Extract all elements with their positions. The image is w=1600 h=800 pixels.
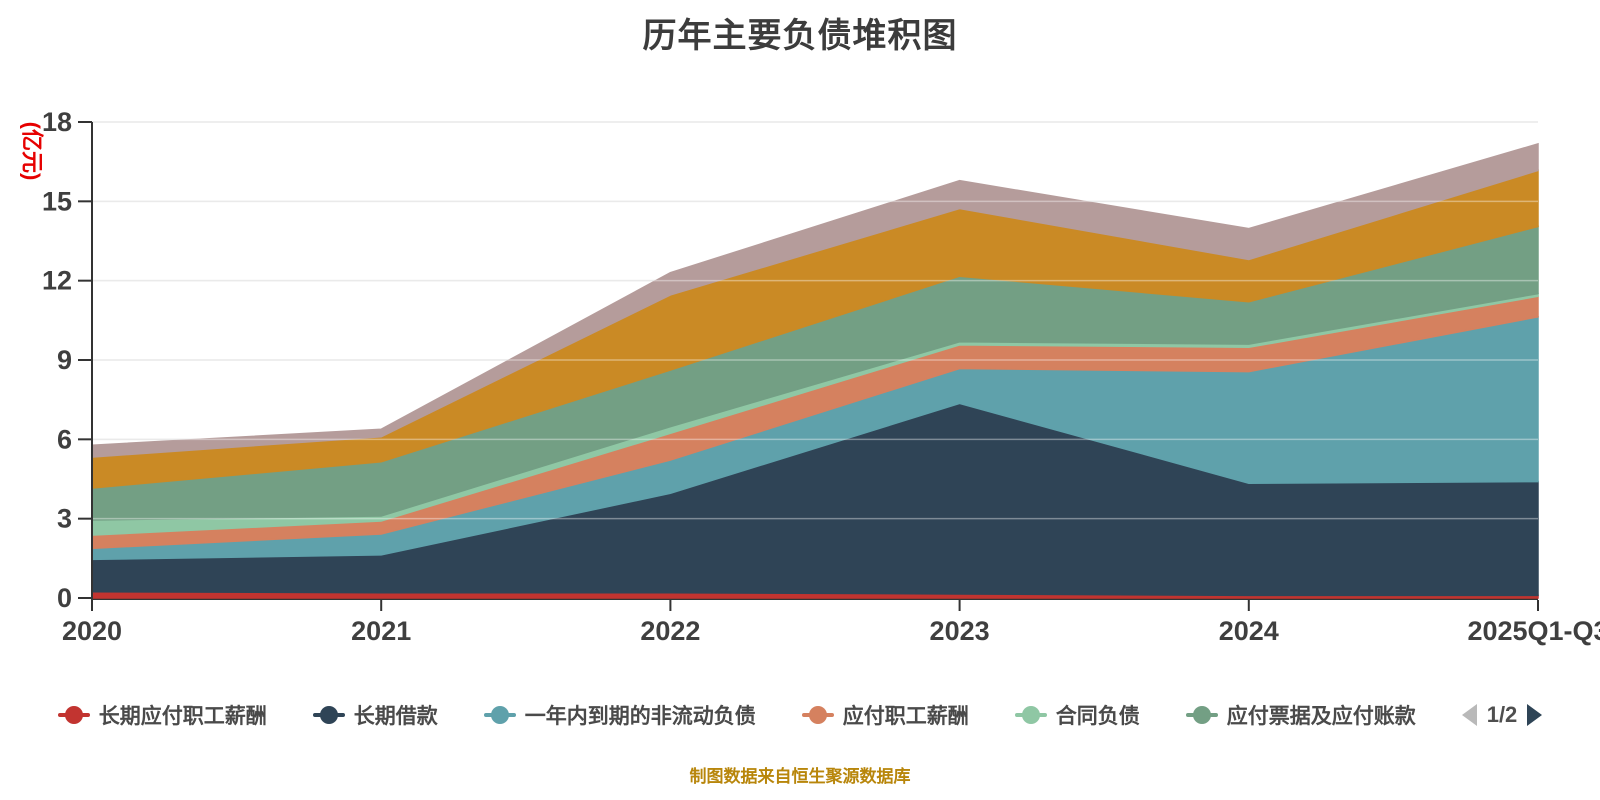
x-axis-tick-label: 2020 [62, 616, 122, 646]
legend-item-label: 一年内到期的非流动负债 [524, 705, 756, 728]
area-series-7[interactable] [91, 142, 1539, 458]
legend-prev-arrow-icon[interactable] [1461, 704, 1477, 726]
x-axis-tick-label: 2023 [930, 616, 990, 646]
legend-marker-icon [1014, 705, 1047, 725]
y-axis-tick-label: 0 [57, 583, 72, 613]
legend-item-2[interactable]: 一年内到期的非流动负债 [483, 700, 756, 730]
y-axis-tick-label: 15 [42, 186, 72, 216]
data-source-note: 制图数据来自恒生聚源数据库 [689, 767, 911, 786]
legend-item-0[interactable]: 长期应付职工薪酬 [57, 700, 267, 730]
legend-item-label: 应付职工薪酬 [842, 705, 969, 728]
legend-item-5[interactable]: 应付票据及应付账款 [1185, 700, 1416, 730]
legend-item-label: 合同负债 [1055, 705, 1140, 728]
legend-item-label: 长期借款 [353, 705, 438, 728]
legend-marker-icon [483, 705, 516, 725]
x-axis-tick-label: 2025Q1-Q3 [1467, 616, 1600, 646]
x-axis-tick-label: 2022 [640, 616, 700, 646]
legend-item-4[interactable]: 合同负债 [1014, 700, 1140, 730]
chart-title: 历年主要负债堆积图 [642, 17, 958, 55]
legend-page-indicator: 1/2 [1486, 702, 1518, 727]
legend: 长期应付职工薪酬 长期借款 一年内到期的非流动负债 应付职工薪酬 合同负债 应付票据及应付… [0, 700, 1600, 730]
legend-item-label: 应付票据及应付账款 [1226, 705, 1416, 728]
x-axis-tick-label: 2024 [1219, 616, 1279, 646]
legend-marker-icon [1185, 705, 1218, 725]
legend-marker-icon [801, 705, 834, 725]
legend-item-3[interactable]: 应付职工薪酬 [801, 700, 969, 730]
legend-item-1[interactable]: 长期借款 [312, 700, 438, 730]
legend-marker-icon [57, 705, 90, 725]
y-axis-tick-label: 3 [57, 504, 72, 534]
y-axis-tick-label: 18 [42, 107, 72, 137]
x-axis-tick-label: 2021 [351, 616, 411, 646]
y-axis-tick-label: 9 [57, 345, 72, 375]
stacked-area-chart: 0 3 6 9 12 15 18 2020 2021 2022 2023 2024 2025Q1-Q3 [42, 107, 1600, 646]
legend-pager: 1/2 [1461, 702, 1543, 728]
legend-marker-icon [312, 705, 345, 725]
y-axis-tick-label: 12 [42, 266, 72, 296]
y-axis-tick-label: 6 [57, 424, 72, 454]
legend-item-label: 长期应付职工薪酬 [98, 705, 267, 728]
legend-next-arrow-icon[interactable] [1527, 704, 1543, 726]
